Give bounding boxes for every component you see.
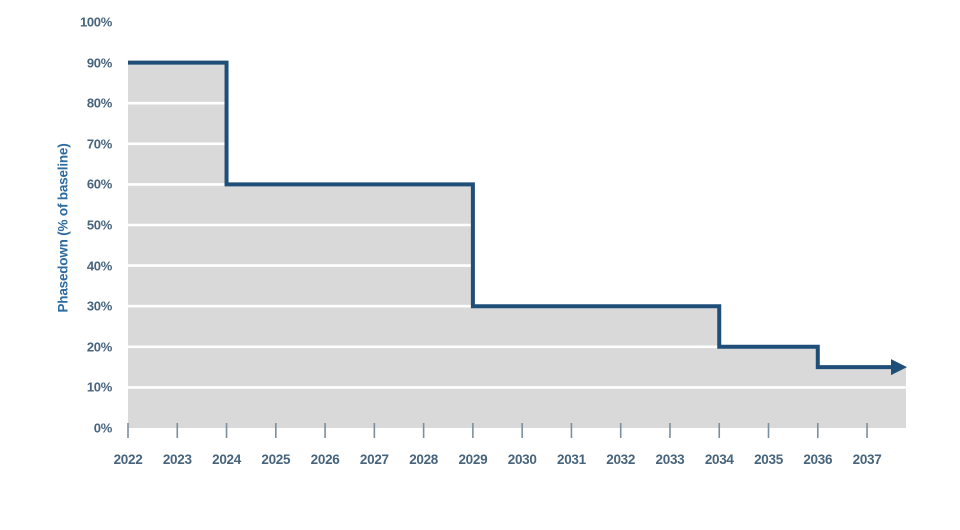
y-tick-label: 70% <box>86 136 112 152</box>
step-line <box>128 60 891 370</box>
x-tick-label: 2027 <box>359 452 389 467</box>
x-tick-label: 2037 <box>852 452 882 467</box>
x-tick-label: 2024 <box>212 452 241 467</box>
x-tick-label: 2033 <box>655 452 685 467</box>
x-tick-label: 2026 <box>310 452 340 467</box>
x-tick-label: 2036 <box>803 452 833 467</box>
x-tick-label: 2035 <box>754 452 783 467</box>
x-tick-label: 2034 <box>704 452 734 467</box>
y-tick-label: 10% <box>86 379 112 395</box>
x-tick-label: 2022 <box>113 452 143 467</box>
x-tick-label: 2028 <box>409 452 439 467</box>
x-tick-label: 2031 <box>557 452 586 467</box>
y-tick-label: 30% <box>86 298 112 314</box>
y-tick-label: 40% <box>86 258 112 274</box>
y-tick-label: 50% <box>86 217 112 233</box>
y-tick-label: 60% <box>86 176 112 192</box>
y-tick-label: 20% <box>86 339 112 355</box>
y-tick-label: 100% <box>79 14 112 30</box>
y-tick-label: 90% <box>86 55 112 71</box>
arrow-head <box>891 359 907 376</box>
x-tick-label: 2030 <box>507 452 537 467</box>
x-tick-label: 2032 <box>606 452 636 467</box>
x-tick-label: 2029 <box>458 452 488 467</box>
step-area-fill <box>128 62 906 428</box>
y-tick-label: 80% <box>86 95 112 111</box>
y-tick-label: 0% <box>93 420 113 436</box>
x-tick-label: 2023 <box>162 452 192 467</box>
x-tick-label: 2025 <box>261 452 291 467</box>
